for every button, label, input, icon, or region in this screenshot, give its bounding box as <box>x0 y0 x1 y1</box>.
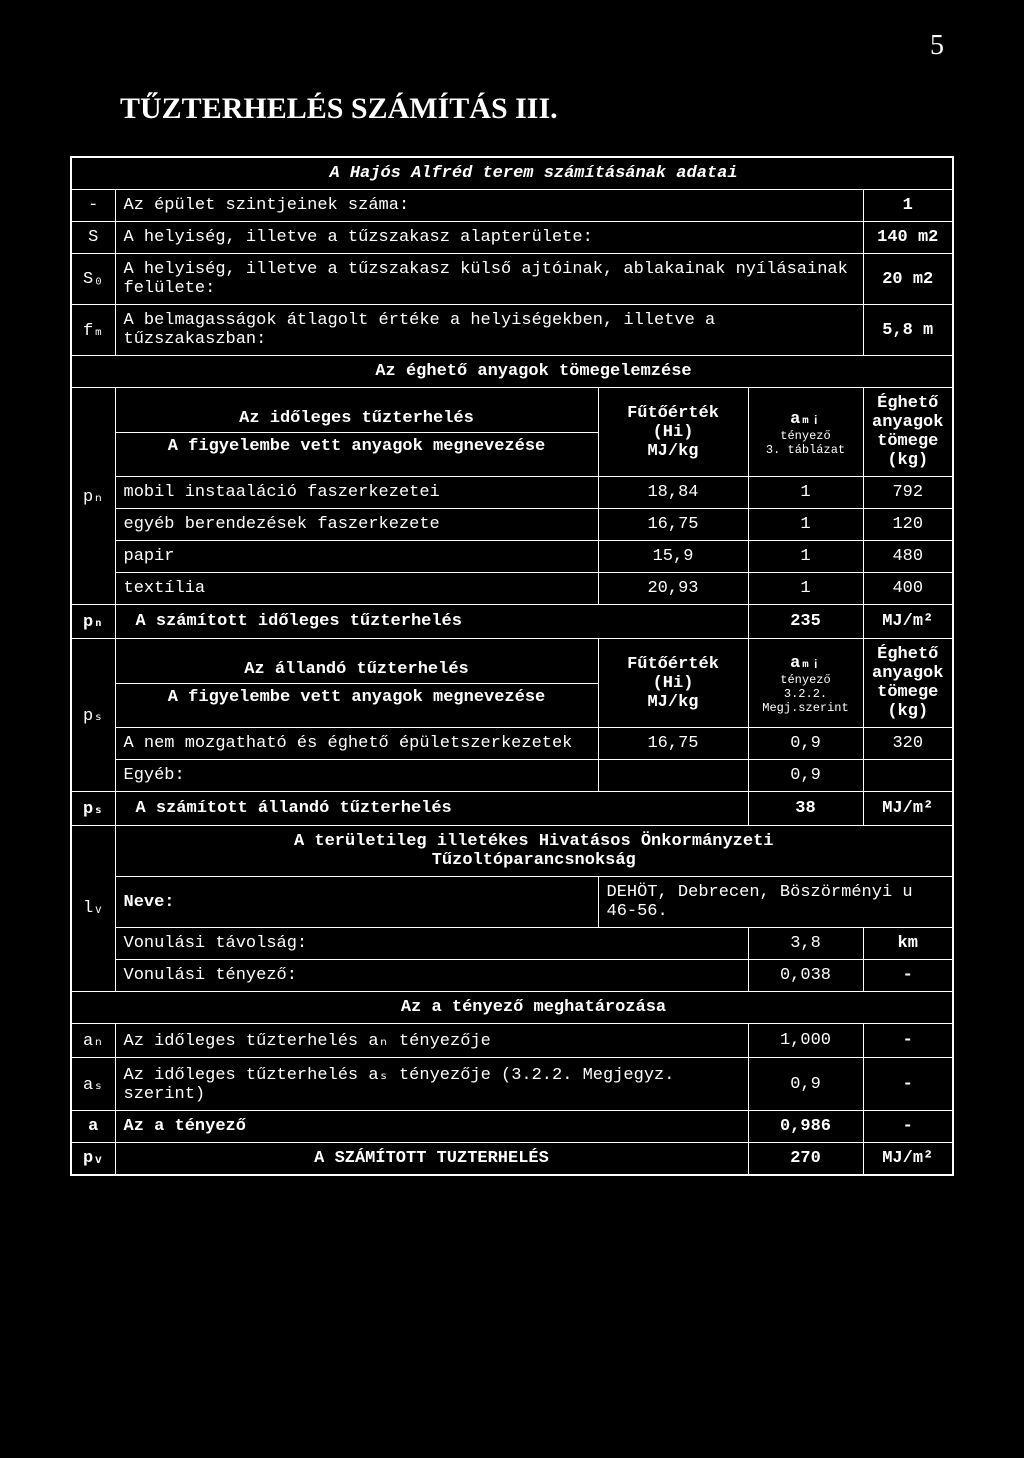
table-row: aₙ Az időleges tűzterhelés aₙ tényezője … <box>71 1024 953 1058</box>
table-row: Egyéb:0,9 <box>71 760 953 792</box>
table-row: - Az épület szintjeinek száma: 1 <box>71 190 953 222</box>
result-row: pᵥ A SZÁMÍTOTT TUZTERHELÉS 270 MJ/m² <box>71 1143 953 1176</box>
table-row: papir15,91480 <box>71 541 953 573</box>
ps-header: pₛ Az állandó tűzterhelés A figyelembe v… <box>71 639 953 728</box>
ps-sum: pₛ A számított állandó tűzterhelés 38 MJ… <box>71 792 953 826</box>
table-row: Neve: DEHÖT, Debrecen, Böszörményi u 46-… <box>71 877 953 928</box>
table-row: A nem mozgatható és éghető épületszerkez… <box>71 728 953 760</box>
table-row: a Az a tényező 0,986 - <box>71 1111 953 1143</box>
authority-caption: A területileg illetékes Hivatásos Önkorm… <box>115 826 953 877</box>
table-row: textília20,931400 <box>71 573 953 605</box>
table-row: S₀ A helyiség, illetve a tűzszakasz küls… <box>71 254 953 305</box>
section-mass: Az éghető anyagok tömegelemzése <box>115 356 953 388</box>
page-title: TŰZTERHELÉS SZÁMÍTÁS III. <box>70 92 954 126</box>
table-row: Vonulási tényező: 0,038 - <box>71 960 953 992</box>
table-row: egyéb berendezések faszerkezete16,751120 <box>71 509 953 541</box>
table-row: S A helyiség, illetve a tűzszakasz alapt… <box>71 222 953 254</box>
calc-table: A Hajós Alfréd terem számításának adatai… <box>70 156 954 1176</box>
table-row: Vonulási távolság: 3,8 km <box>71 928 953 960</box>
table-row: mobil instaaláció faszerkezetei18,841792 <box>71 477 953 509</box>
table-row: fₘ A belmagasságok átlagolt értéke a hel… <box>71 305 953 356</box>
a-caption: Az a tényező meghatározása <box>115 992 953 1024</box>
pn-header: pₙ Az időleges tűzterhelés A figyelembe … <box>71 388 953 477</box>
table-row: aₛ Az időleges tűzterhelés aₛ tényezője … <box>71 1058 953 1111</box>
page-number: 5 <box>70 30 954 62</box>
header-caption: A Hajós Alfréd terem számításának adatai <box>115 157 953 190</box>
pn-sum: pₙ A számított időleges tűzterhelés 235 … <box>71 605 953 639</box>
